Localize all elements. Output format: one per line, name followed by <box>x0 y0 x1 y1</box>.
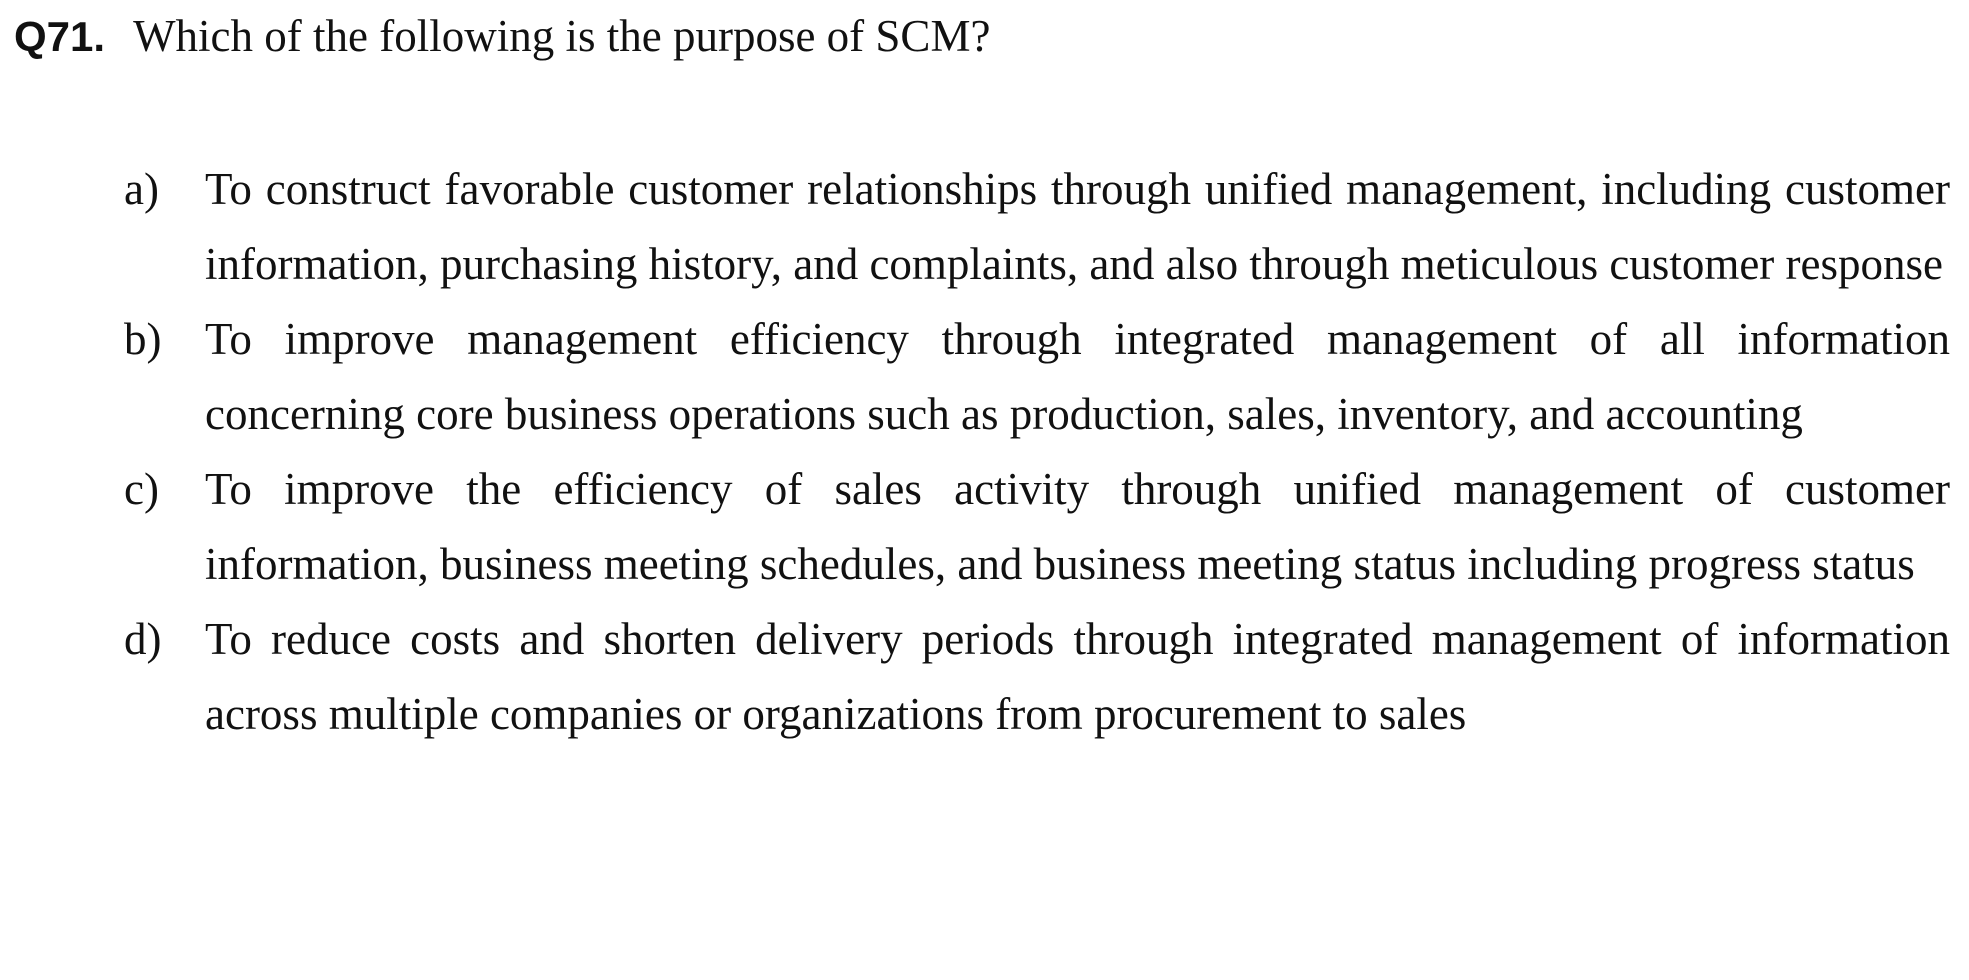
answer-options-list: a) To construct favorable customer relat… <box>124 152 1954 752</box>
option-d-text: To reduce costs and shorten delivery per… <box>205 614 1950 739</box>
option-c[interactable]: c) To improve the efficiency of sales ac… <box>124 452 1954 602</box>
option-c-label: c) <box>124 464 159 514</box>
option-b[interactable]: b) To improve management efficiency thro… <box>124 302 1954 452</box>
question-header: Q71. Which of the following is the purpo… <box>14 6 1954 67</box>
option-a[interactable]: a) To construct favorable customer relat… <box>124 152 1954 302</box>
option-b-text: To improve management efficiency through… <box>205 314 1950 439</box>
option-c-text: To improve the efficiency of sales activ… <box>205 464 1950 589</box>
question-text: Which of the following is the purpose of… <box>133 11 991 61</box>
option-a-label: a) <box>124 164 159 214</box>
option-a-text: To construct favorable customer relation… <box>205 164 1950 289</box>
question-number: Q71. <box>14 13 106 60</box>
option-d[interactable]: d) To reduce costs and shorten delivery … <box>124 602 1954 752</box>
option-d-label: d) <box>124 614 162 664</box>
option-b-label: b) <box>124 314 162 364</box>
